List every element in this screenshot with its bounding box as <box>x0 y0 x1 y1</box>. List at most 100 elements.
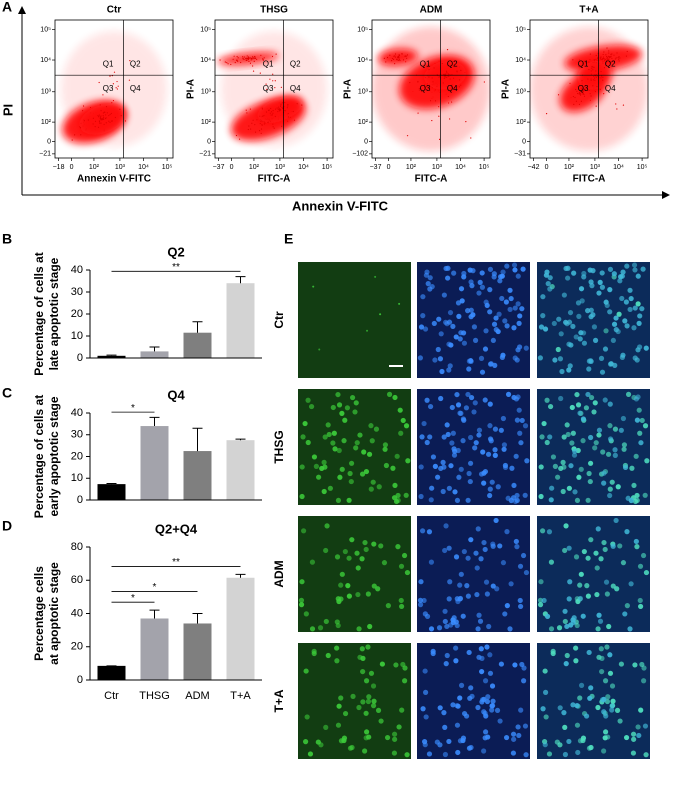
event-dot <box>287 103 289 106</box>
event-dot <box>590 95 592 97</box>
cell <box>442 608 448 614</box>
cell <box>330 440 336 446</box>
bar <box>140 426 169 500</box>
x-tick-label: 0 <box>70 164 74 171</box>
cell <box>384 734 391 741</box>
cell <box>383 462 390 469</box>
event-dot <box>581 88 583 90</box>
cell <box>629 465 635 471</box>
cell <box>371 698 377 704</box>
cell <box>587 695 593 701</box>
chart-title: Q4 <box>167 387 185 402</box>
cell <box>334 658 340 664</box>
event-dot <box>119 108 121 110</box>
cell <box>512 355 518 361</box>
event-dot <box>249 57 251 59</box>
cell <box>514 544 520 550</box>
cell <box>632 355 638 361</box>
cell <box>465 593 471 599</box>
event-dot <box>418 89 420 91</box>
cell <box>457 695 463 701</box>
event-dot <box>100 110 102 112</box>
cell <box>592 337 599 343</box>
event-dot <box>596 86 598 88</box>
cell <box>349 537 355 543</box>
cell <box>596 290 602 296</box>
event-dot <box>272 110 274 112</box>
cell <box>400 661 406 668</box>
event-dot <box>582 88 584 90</box>
event-dot <box>446 49 449 51</box>
event-dot <box>588 68 590 71</box>
cell <box>308 403 315 410</box>
y-tick-label: 10³ <box>41 89 52 96</box>
cell <box>405 458 411 464</box>
y-tick-label: 10³ <box>358 89 369 96</box>
cell <box>633 538 639 545</box>
cell <box>635 394 641 400</box>
event-dot <box>270 114 272 116</box>
y-tick-label: 20 <box>71 450 83 462</box>
event-dot <box>596 59 598 61</box>
cell <box>303 611 309 617</box>
event-dot <box>590 79 592 81</box>
cell <box>457 410 463 416</box>
event-dot <box>80 134 82 136</box>
cell <box>635 301 641 307</box>
event-dot <box>237 60 239 62</box>
event-dot <box>124 120 127 122</box>
cell <box>492 452 498 458</box>
cell <box>522 723 529 729</box>
cell <box>632 498 639 505</box>
event-dot <box>398 54 400 56</box>
event-dot <box>451 101 453 103</box>
cell <box>334 554 341 560</box>
cell <box>565 431 571 438</box>
event-dot <box>102 118 105 121</box>
y-tick-label: 40 <box>71 264 83 276</box>
event-dot <box>589 53 591 55</box>
cell <box>516 732 522 739</box>
event-dot <box>596 58 599 60</box>
cell <box>566 738 572 745</box>
cell <box>300 528 307 534</box>
event-dot <box>438 115 440 117</box>
event-dot <box>98 114 100 116</box>
cell <box>640 552 647 559</box>
x-tick-label: −42 <box>528 164 540 171</box>
event-dot <box>389 54 391 56</box>
bar <box>226 440 255 500</box>
cell <box>491 271 497 277</box>
cell <box>398 302 401 305</box>
cell <box>539 528 546 534</box>
cell <box>422 742 428 748</box>
event-dot <box>602 53 604 56</box>
cell <box>512 662 518 668</box>
event-dot <box>245 57 247 60</box>
cell <box>637 597 643 604</box>
event-dot <box>236 59 238 61</box>
cell <box>356 704 362 711</box>
cell <box>467 695 473 701</box>
cell <box>386 391 393 397</box>
cell <box>419 434 425 440</box>
cell <box>607 287 613 293</box>
cell <box>424 439 430 446</box>
x-tick-label: −37 <box>370 164 382 171</box>
cell <box>477 279 483 285</box>
cell <box>501 446 507 452</box>
cell <box>424 613 431 619</box>
cell <box>585 391 591 398</box>
cell <box>500 352 506 358</box>
cell <box>359 556 365 562</box>
panel-label: D <box>2 518 12 534</box>
y-tick-label: 0 <box>364 138 368 145</box>
event-dot <box>92 123 94 125</box>
cell <box>427 403 434 410</box>
event-dot <box>256 119 258 121</box>
cell <box>598 556 604 562</box>
cell <box>339 571 345 577</box>
event-dot <box>284 101 286 104</box>
cell <box>435 346 441 353</box>
